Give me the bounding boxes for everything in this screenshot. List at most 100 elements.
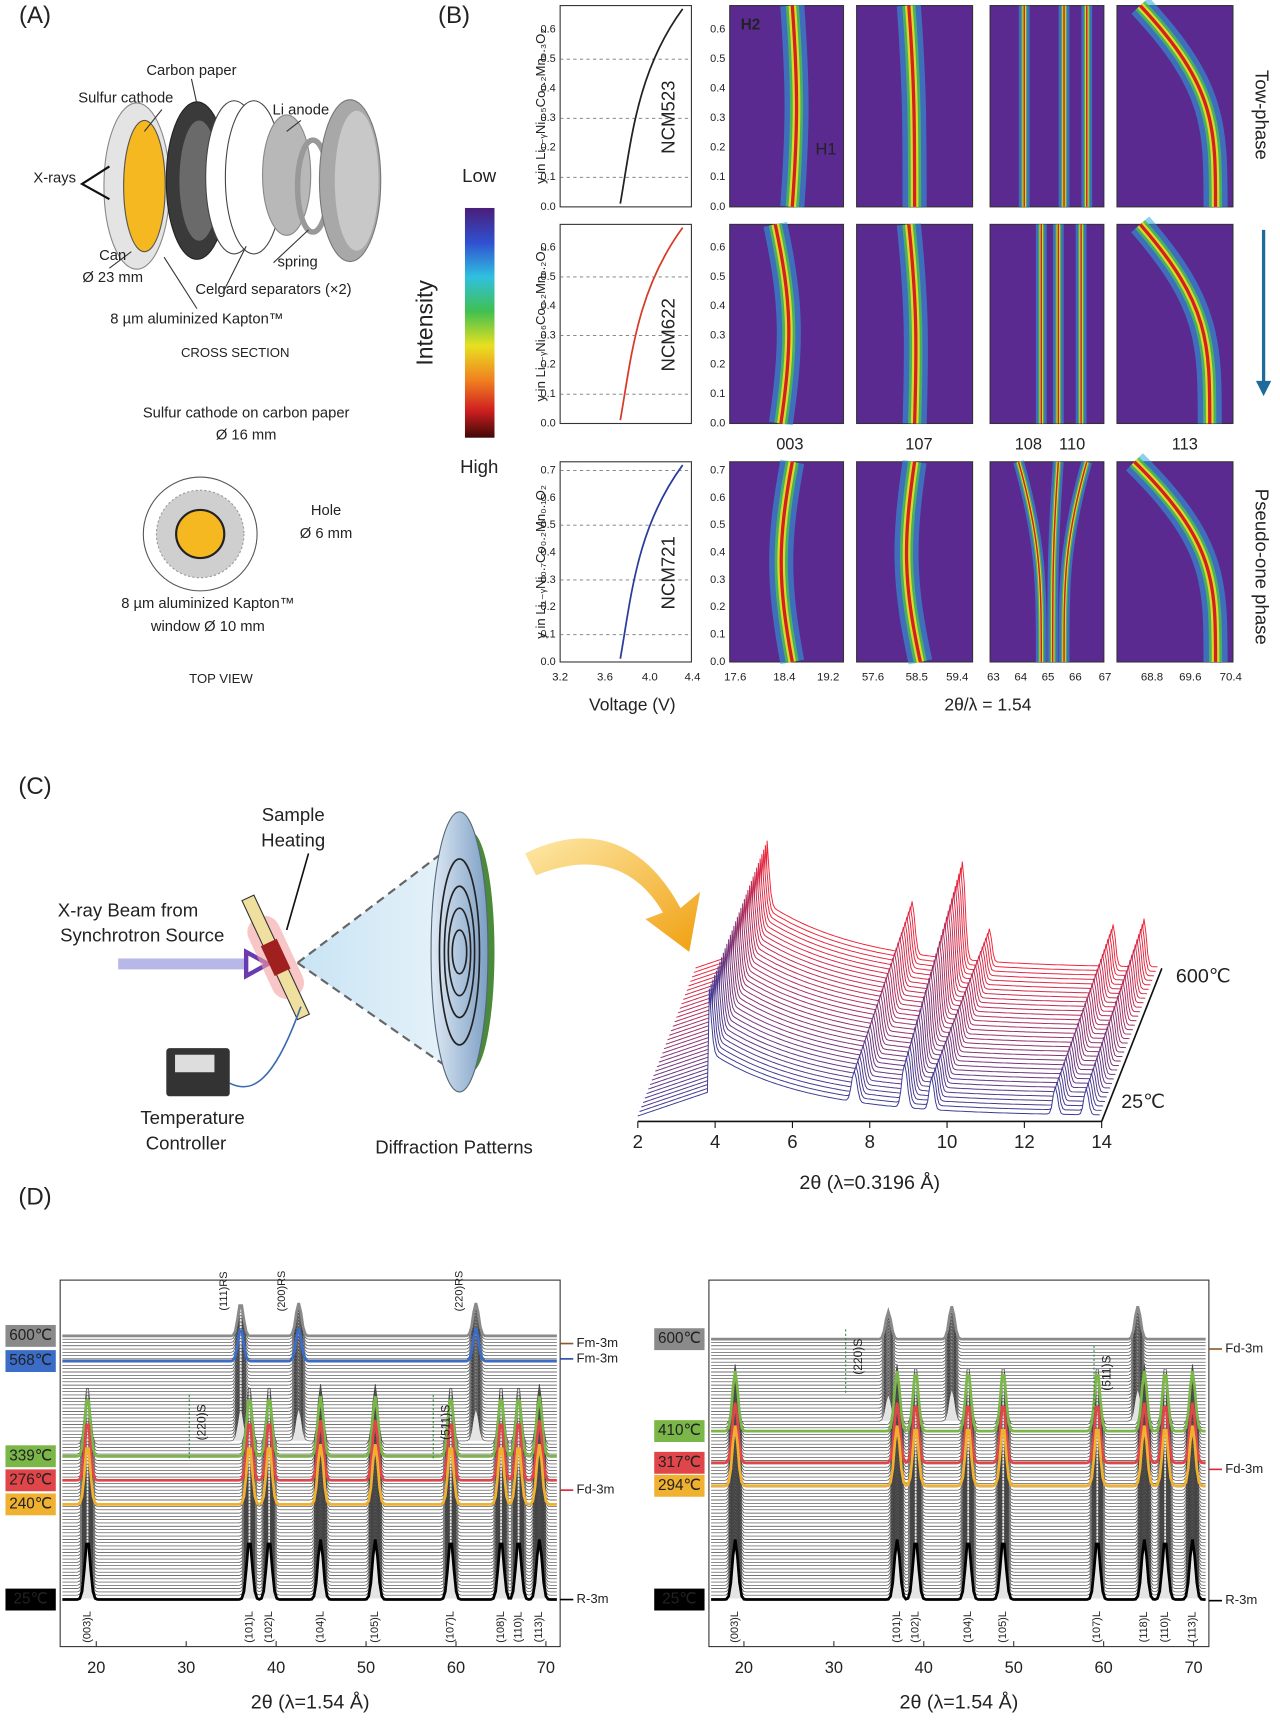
diffraction-pattern bbox=[62, 1479, 557, 1540]
diffraction-pattern bbox=[62, 1400, 557, 1461]
y-tick-label: 0.3 bbox=[710, 574, 725, 586]
y-tick-label: 0.2 bbox=[710, 601, 725, 613]
x-axis-title: 2θ (λ=1.54 Å) bbox=[251, 1691, 370, 1714]
diffraction-pattern bbox=[686, 863, 1149, 991]
temperature-label: 600℃ bbox=[658, 1330, 701, 1347]
x-axis-title: 2θ (λ=0.3196 Å) bbox=[799, 1171, 940, 1194]
temperature-box bbox=[5, 1493, 56, 1516]
diffraction-pattern bbox=[641, 979, 1104, 1108]
beam-arrow bbox=[243, 948, 273, 980]
annotation: Ø 6 mm bbox=[300, 526, 352, 542]
annotation: CROSS SECTION bbox=[181, 345, 290, 360]
diffraction-pattern bbox=[62, 1375, 557, 1409]
diffraction-pattern bbox=[62, 1492, 557, 1553]
diffraction-pattern bbox=[62, 1439, 557, 1501]
diffraction-pattern bbox=[62, 1482, 557, 1543]
peak-label: (110)L bbox=[1159, 1611, 1171, 1642]
diffraction-pattern bbox=[62, 1433, 557, 1494]
y-tick-label: 0.2 bbox=[541, 359, 556, 371]
diffraction-pattern bbox=[62, 1413, 557, 1475]
temperature-box bbox=[654, 1474, 705, 1497]
diffraction-pattern bbox=[711, 1462, 1206, 1524]
y-tick-label: 0.1 bbox=[541, 388, 556, 400]
phase-label: Fm-3m bbox=[577, 1335, 619, 1350]
peak-label: (113)L bbox=[533, 1611, 545, 1642]
diffraction-pattern bbox=[62, 1528, 557, 1589]
diffraction-pattern bbox=[677, 885, 1140, 1014]
y-tick-label: 0.6 bbox=[541, 492, 556, 504]
panel-label: (A) bbox=[19, 2, 51, 29]
y-tick-label: 0.4 bbox=[710, 83, 725, 95]
x-tick-label: 3.6 bbox=[597, 671, 613, 683]
y-tick-label: 0.5 bbox=[541, 53, 556, 65]
diffraction-pattern bbox=[656, 939, 1119, 1068]
diffraction-pattern bbox=[711, 1521, 1206, 1583]
diffraction-pattern bbox=[711, 1352, 1206, 1386]
diffraction-pattern bbox=[62, 1446, 557, 1507]
diffraction-ring bbox=[443, 885, 476, 1019]
diffraction-pattern bbox=[62, 1429, 557, 1491]
phase-arrow-head bbox=[1255, 380, 1272, 397]
peak-label: (113)L bbox=[1186, 1611, 1198, 1642]
diffraction-pattern bbox=[711, 1375, 1206, 1409]
temperature-box bbox=[5, 1469, 56, 1492]
x-tick-label: 65 bbox=[1042, 671, 1055, 683]
diffraction-pattern bbox=[711, 1335, 1206, 1370]
diffraction-pattern bbox=[62, 1416, 557, 1478]
diffraction-pattern bbox=[62, 1508, 557, 1570]
diffraction-pattern bbox=[62, 1408, 557, 1442]
phase-label: Tow-phase bbox=[1251, 70, 1272, 160]
diffraction-pattern bbox=[62, 1518, 557, 1580]
y-tick-label: 0.6 bbox=[541, 241, 556, 253]
diffraction-pattern bbox=[711, 1495, 1206, 1557]
diffraction-pattern bbox=[62, 1475, 557, 1537]
x-tick-label: 66 bbox=[1069, 671, 1082, 683]
diffraction-pattern bbox=[672, 898, 1135, 1027]
diffraction-pattern bbox=[62, 1316, 557, 1350]
diffraction-pattern bbox=[649, 957, 1112, 1086]
diffraction-pattern bbox=[711, 1325, 1206, 1360]
colorbar bbox=[464, 207, 495, 438]
temperature-pattern bbox=[711, 1370, 1206, 1433]
diffraction-pattern bbox=[711, 1348, 1206, 1383]
annotation: Controller bbox=[146, 1132, 227, 1153]
colorbar-title: Intensity bbox=[412, 280, 438, 366]
diffraction-pattern bbox=[667, 912, 1130, 1041]
diffraction-pattern bbox=[711, 1452, 1206, 1514]
diffraction-pattern bbox=[62, 1515, 557, 1576]
annotation: Ø 16 mm bbox=[216, 427, 277, 443]
diffraction-pattern bbox=[711, 1364, 1206, 1425]
diffraction-pattern bbox=[711, 1368, 1206, 1402]
y-tick-label: 0.1 bbox=[710, 629, 725, 641]
diffraction-pattern bbox=[711, 1342, 1206, 1376]
annotation: Hole bbox=[311, 503, 341, 519]
diffraction-pattern bbox=[658, 934, 1121, 1063]
heatmap-peak bbox=[773, 224, 791, 424]
diffraction-pattern bbox=[670, 903, 1133, 1032]
diffraction-pattern bbox=[62, 1531, 557, 1593]
annotation: Carbon paper bbox=[146, 63, 236, 79]
diffraction-pattern bbox=[711, 1371, 1206, 1406]
peak-label: (101)L bbox=[243, 1611, 255, 1643]
temperature-label: 317℃ bbox=[658, 1454, 701, 1471]
heatmap-peak bbox=[907, 224, 918, 424]
diffraction-pattern bbox=[711, 1472, 1206, 1534]
diffraction-pattern bbox=[62, 1365, 557, 1399]
y-tick-label: 0.3 bbox=[710, 329, 725, 341]
diffraction-pattern bbox=[655, 943, 1118, 1072]
detector bbox=[430, 811, 489, 1093]
x-tick-label: 4.4 bbox=[685, 671, 702, 683]
x-tick-label: 70 bbox=[1184, 1659, 1202, 1677]
diffraction-pattern bbox=[711, 1332, 1206, 1366]
y-tick-label: 0.6 bbox=[710, 241, 725, 253]
temperature-box bbox=[5, 1445, 56, 1468]
diffraction-pattern bbox=[711, 1378, 1206, 1412]
x-tick-label: 50 bbox=[1005, 1659, 1023, 1677]
diffraction-pattern bbox=[711, 1475, 1206, 1537]
diffraction-pattern bbox=[62, 1355, 557, 1389]
annotation: H2 bbox=[741, 16, 761, 33]
diffraction-pattern bbox=[711, 1511, 1206, 1573]
label: High bbox=[460, 456, 498, 477]
diffraction-pattern bbox=[684, 867, 1147, 996]
diffraction-pattern bbox=[62, 1426, 557, 1488]
